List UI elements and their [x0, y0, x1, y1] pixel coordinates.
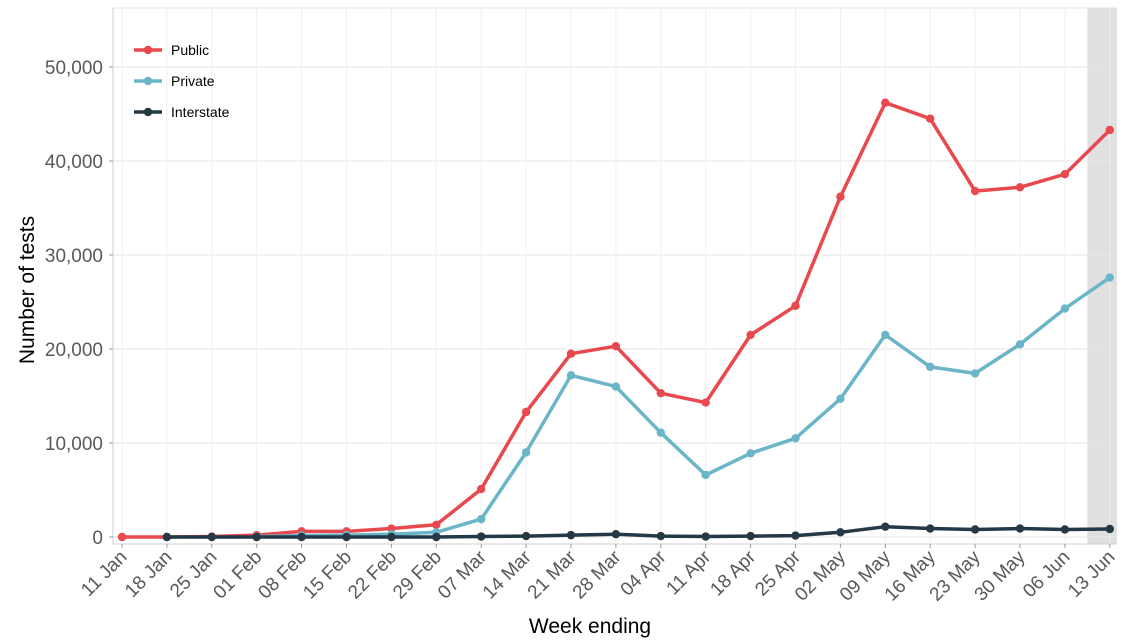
- data-point: [1105, 125, 1115, 135]
- data-point: [342, 532, 351, 542]
- data-point: [701, 470, 710, 480]
- data-point: [521, 448, 531, 457]
- data-point: [1015, 340, 1025, 349]
- data-point: [387, 532, 396, 542]
- data-point: [836, 528, 845, 537]
- data-point: [836, 394, 845, 404]
- data-point: [926, 362, 935, 372]
- data-point: [791, 301, 800, 310]
- data-point: [432, 532, 441, 542]
- data-point: [252, 532, 261, 542]
- data-point: [1105, 524, 1115, 534]
- legend-swatch-point: [143, 45, 153, 55]
- legend-label: Interstate: [171, 104, 230, 120]
- data-point: [656, 428, 665, 437]
- data-point: [836, 192, 845, 201]
- y-tick-label: 50,000: [45, 58, 103, 79]
- data-point: [970, 525, 980, 534]
- data-point: [1015, 524, 1025, 533]
- data-point: [881, 330, 890, 340]
- data-point: [477, 514, 486, 524]
- data-point: [701, 398, 710, 407]
- series-line: [256, 276, 1111, 539]
- data-point: [611, 529, 621, 539]
- data-point: [881, 98, 890, 107]
- data-point: [611, 341, 621, 351]
- series-interstate: [162, 522, 1115, 542]
- data-point: [297, 532, 306, 542]
- y-tick-label: 40,000: [45, 152, 103, 173]
- legend-swatch-point: [143, 76, 153, 86]
- data-point: [1060, 525, 1070, 534]
- data-point: [611, 382, 621, 391]
- data-point: [432, 520, 441, 529]
- data-point: [521, 531, 531, 541]
- data-point: [566, 530, 576, 540]
- data-point: [162, 532, 172, 542]
- legend-label: Private: [171, 73, 215, 89]
- data-point: [881, 522, 890, 531]
- data-point: [746, 330, 755, 340]
- gridlines: [113, 8, 1117, 544]
- data-point: [477, 532, 486, 541]
- data-point: [566, 371, 576, 380]
- data-point: [970, 186, 980, 196]
- axes: [112, 7, 1117, 545]
- data-point: [701, 532, 710, 541]
- data-point: [1015, 183, 1025, 192]
- legend-swatch-point: [143, 107, 153, 117]
- data-point: [477, 484, 486, 494]
- data-point: [207, 532, 216, 542]
- data-point: [746, 449, 755, 458]
- data-point: [1060, 169, 1070, 179]
- x-axis-title: Week ending: [529, 615, 651, 638]
- y-axis-title: Number of tests: [16, 216, 39, 364]
- data-point: [566, 349, 576, 358]
- data-point: [746, 531, 755, 541]
- y-tick-label: 30,000: [45, 246, 103, 267]
- y-tick-label: 10,000: [45, 434, 103, 455]
- data-point: [656, 531, 665, 541]
- data-point: [970, 369, 980, 378]
- y-tick-label: 0: [92, 528, 103, 549]
- data-point: [926, 114, 935, 123]
- data-point: [791, 434, 800, 443]
- data-point: [521, 407, 531, 417]
- legend: Public Private Interstate: [134, 42, 230, 120]
- data-point: [1060, 304, 1070, 313]
- y-tick-labels: 0 10,000 20,000 30,000 40,000 50,000: [45, 58, 113, 549]
- data-point: [926, 524, 935, 533]
- legend-label: Public: [171, 42, 209, 58]
- data-point: [1105, 273, 1115, 282]
- series-lines: [117, 98, 1115, 542]
- y-tick-label: 20,000: [45, 340, 103, 361]
- data-point: [791, 531, 800, 540]
- data-point: [117, 532, 127, 542]
- series-line: [166, 524, 1110, 539]
- data-point: [656, 388, 665, 398]
